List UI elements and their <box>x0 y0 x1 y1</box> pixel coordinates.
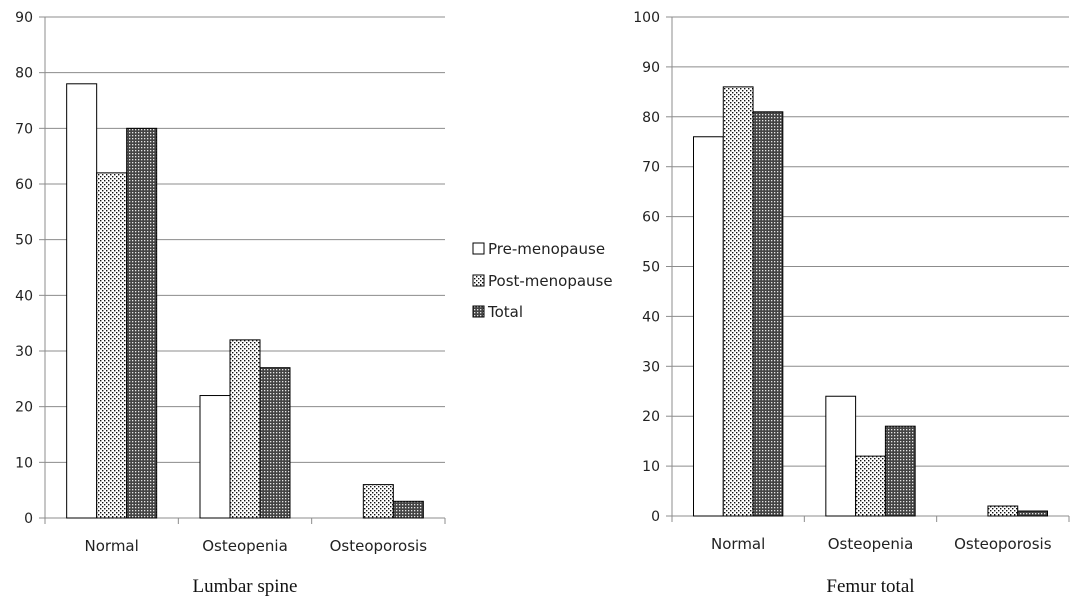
legend-item-post-menopause: Post-menopause <box>472 272 613 290</box>
lumbar-y-tick-label: 20 <box>15 400 33 416</box>
legend-label-total: Total <box>487 303 523 321</box>
femur-bar-osteoporosis-total <box>1017 510 1048 517</box>
lumbar-y-tick-label: 60 <box>15 177 33 193</box>
femur-bar-osteoporosis-post-menopause <box>987 505 1019 517</box>
chart-lumbar-spine: 0 10 20 30 40 50 60 70 80 90 Normal Osteopenia Osteo… <box>15 10 446 597</box>
legend-item-total: Total <box>472 303 523 321</box>
femur-chart-title: Femur total <box>826 576 914 597</box>
femur-y-tick-label: 10 <box>642 459 660 475</box>
lumbar-y-tick-label: 80 <box>15 66 33 82</box>
legend: Pre-menopause Post-menopause Total <box>472 240 613 321</box>
lumbar-y-tick-label: 10 <box>15 455 33 471</box>
lumbar-bar-normal-pre-menopause <box>66 83 98 519</box>
lumbar-x-category-label: Osteopenia <box>202 537 288 555</box>
femur-y-tick-label: 40 <box>642 309 660 325</box>
femur-y-tick-label: 80 <box>642 110 660 126</box>
lumbar-y-tick-label: 90 <box>15 10 33 26</box>
femur-bar-osteopenia-post-menopause <box>855 455 886 517</box>
legend-swatch-total <box>472 305 485 318</box>
lumbar-bar-osteoporosis-post-menopause <box>362 484 394 519</box>
femur-x-category-label: Osteopenia <box>828 535 914 553</box>
lumbar-bar-normal-total <box>126 127 158 519</box>
lumbar-bar-osteoporosis-total <box>392 500 424 519</box>
legend-label-pre-menopause: Pre-menopause <box>488 240 605 258</box>
femur-bar-osteopenia-total <box>884 425 916 517</box>
femur-y-tick-label: 70 <box>642 160 660 176</box>
lumbar-y-tick-label: 40 <box>15 288 33 304</box>
lumbar-y-tick-label: 0 <box>24 511 33 527</box>
femur-y-tick-label: 100 <box>633 10 660 26</box>
lumbar-bar-osteopenia-total <box>259 367 291 519</box>
femur-y-tick-label: 20 <box>642 409 660 425</box>
femur-x-category-label: Osteoporosis <box>954 535 1052 553</box>
legend-label-post-menopause: Post-menopause <box>488 272 613 290</box>
chart-femur-total: 0 10 20 30 40 50 60 70 80 90 100 Normal Osteopenia Os… <box>633 10 1070 597</box>
legend-swatch-post-menopause <box>472 274 485 287</box>
femur-y-tick-label: 90 <box>642 60 660 76</box>
legend-item-pre-menopause: Pre-menopause <box>472 240 605 258</box>
femur-y-tick-label: 50 <box>642 260 660 276</box>
lumbar-bar-osteopenia-pre-menopause <box>199 395 231 519</box>
femur-y-tick-label: 60 <box>642 210 660 226</box>
femur-bar-normal-post-menopause <box>722 86 754 517</box>
lumbar-y-tick-label: 70 <box>15 121 33 137</box>
lumbar-chart-title: Lumbar spine <box>192 576 297 597</box>
lumbar-x-category-label: Normal <box>85 537 139 555</box>
legend-swatch-pre-menopause <box>472 242 485 255</box>
lumbar-bar-normal-post-menopause <box>96 172 128 519</box>
femur-bar-osteopenia-pre-menopause <box>825 395 857 517</box>
lumbar-y-tick-label: 30 <box>15 344 33 360</box>
femur-y-tick-label: 30 <box>642 359 660 375</box>
femur-y-tick-label: 0 <box>651 509 660 525</box>
lumbar-y-tick-label: 50 <box>15 233 33 249</box>
femur-bar-normal-total <box>752 111 784 517</box>
lumbar-bar-osteopenia-post-menopause <box>229 339 261 519</box>
lumbar-x-category-label: Osteoporosis <box>330 537 428 555</box>
femur-x-category-label: Normal <box>711 535 765 553</box>
femur-bar-normal-pre-menopause <box>693 136 724 517</box>
